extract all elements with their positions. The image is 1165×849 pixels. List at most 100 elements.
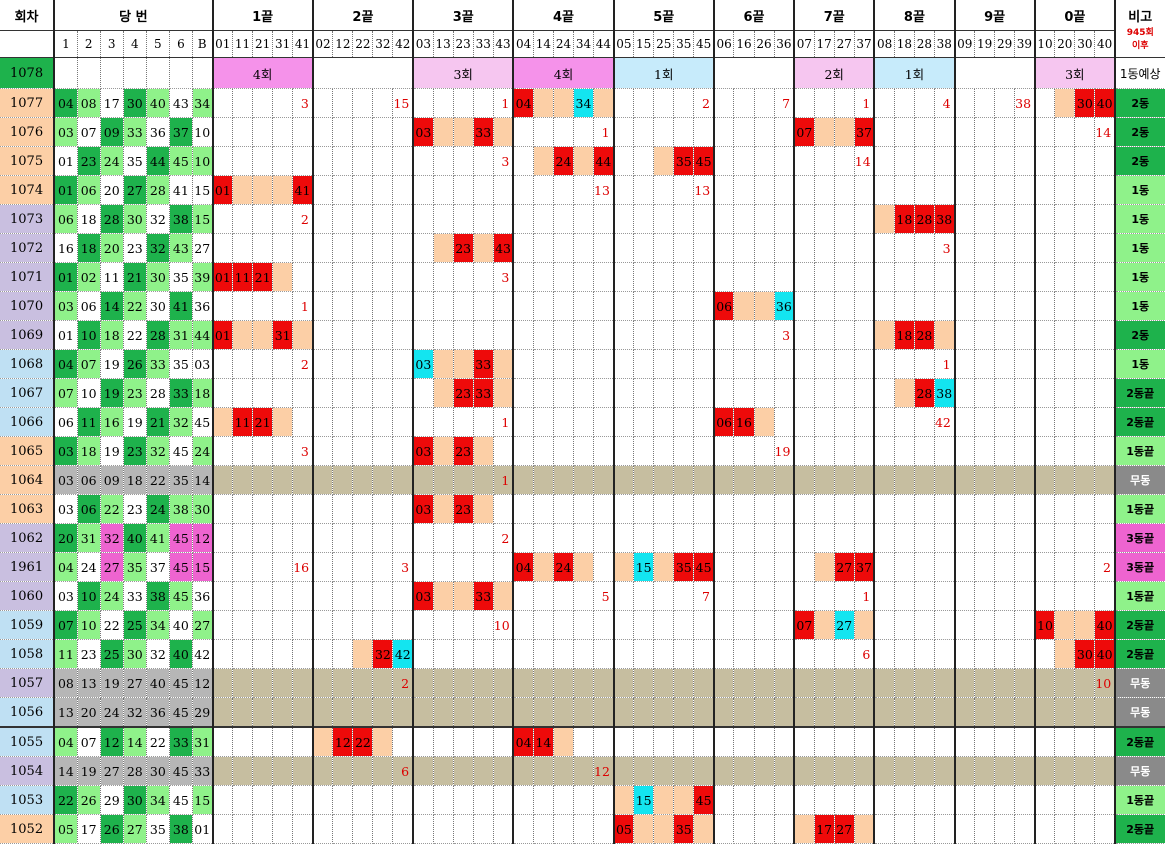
grid-cell xyxy=(713,552,735,582)
grid-cell xyxy=(1074,494,1096,524)
grid-cell xyxy=(372,697,394,728)
grid-cell xyxy=(372,378,394,408)
grid-cell xyxy=(894,233,915,263)
grid-cell xyxy=(854,320,876,350)
ball-cell xyxy=(192,57,214,89)
drawn-number: 45 xyxy=(169,523,193,553)
grid-cell xyxy=(1054,320,1076,350)
grid-cell xyxy=(1054,610,1076,640)
round-cell: 1072 xyxy=(0,233,56,263)
grid-cell xyxy=(252,291,274,321)
grid-cell xyxy=(312,726,334,757)
num-col-header: 26 xyxy=(754,30,775,58)
num-col-header: 22 xyxy=(352,30,374,58)
grid-cell xyxy=(774,552,796,582)
grid-cell xyxy=(453,756,474,786)
draw-header: 당 번 xyxy=(54,0,214,31)
grid-cell xyxy=(673,436,695,466)
grid-cell xyxy=(453,726,474,757)
drawn-number: 22 xyxy=(100,494,124,524)
grid-cell xyxy=(774,494,796,524)
grid-cell xyxy=(332,349,354,379)
grid-cell xyxy=(1094,523,1116,553)
hit-number: 06 xyxy=(713,291,735,321)
grid-cell xyxy=(754,494,775,524)
grid-cell xyxy=(834,117,855,147)
grid-cell xyxy=(553,697,574,728)
drawn-number: 30 xyxy=(123,204,147,234)
grid-cell xyxy=(613,756,635,786)
grid-cell xyxy=(914,465,935,495)
grid-cell xyxy=(874,465,895,495)
round-cell: 1076 xyxy=(0,117,56,147)
drawn-number: 12 xyxy=(192,523,214,553)
hit-number: 18 xyxy=(894,204,915,234)
grid-cell xyxy=(1034,146,1056,176)
grid-cell xyxy=(954,726,976,757)
grid-cell xyxy=(212,349,234,379)
grid-cell xyxy=(553,756,574,786)
grid-cell xyxy=(713,378,735,408)
grid-cell xyxy=(312,785,334,815)
drawn-number: 41 xyxy=(146,523,170,553)
grid-cell xyxy=(252,146,274,176)
grid-cell xyxy=(453,552,474,582)
grid-cell xyxy=(372,88,394,118)
grid-cell xyxy=(372,204,394,234)
grid-cell xyxy=(252,756,274,786)
hit-number: 45 xyxy=(693,146,715,176)
grid-cell xyxy=(814,697,835,728)
grid-cell xyxy=(854,291,876,321)
grid-cell xyxy=(212,233,234,263)
grid-cell xyxy=(212,610,234,640)
note-cell: 2동끝 xyxy=(1113,639,1165,669)
grid-cell xyxy=(352,407,374,437)
num-col-header: 34 xyxy=(573,30,595,58)
grid-cell xyxy=(894,88,915,118)
grid-cell xyxy=(834,465,855,495)
forecast-band-9 xyxy=(954,57,1036,89)
grid-cell xyxy=(794,233,815,263)
grid-cell xyxy=(453,262,474,292)
grid-cell xyxy=(1074,465,1096,495)
grid-cell xyxy=(934,262,956,292)
drawn-number: 30 xyxy=(123,88,147,118)
ball-col-header: B xyxy=(192,30,214,58)
grid-cell xyxy=(312,204,334,234)
grid-cell xyxy=(433,785,454,815)
grid-cell xyxy=(653,726,675,757)
drawn-number: 11 xyxy=(54,639,78,669)
grid-cell xyxy=(934,610,956,640)
drawn-number: 32 xyxy=(146,233,170,263)
round-cell: 1065 xyxy=(0,436,56,466)
grid-cell xyxy=(1054,262,1076,292)
grid-cell xyxy=(834,581,855,611)
grid-cell xyxy=(513,785,534,815)
grid-cell xyxy=(272,204,294,234)
drawn-number: 06 xyxy=(54,407,78,437)
drawn-number: 18 xyxy=(77,436,101,466)
drawn-number: 33 xyxy=(169,378,193,408)
grid-cell xyxy=(352,785,374,815)
grid-cell xyxy=(232,320,254,350)
hit-number: 40 xyxy=(1094,639,1116,669)
grid-cell xyxy=(1054,117,1076,147)
grid-cell xyxy=(914,291,935,321)
grid-cell xyxy=(754,581,775,611)
grid-cell xyxy=(212,146,234,176)
note-cell: 무동 xyxy=(1113,756,1165,786)
gap-count: 2 xyxy=(292,204,314,234)
drawn-number: 29 xyxy=(192,697,214,728)
drawn-number: 29 xyxy=(100,785,124,815)
grid-cell xyxy=(392,378,415,408)
grid-cell xyxy=(774,610,796,640)
grid-cell xyxy=(754,668,775,698)
drawn-number: 23 xyxy=(123,233,147,263)
grid-cell xyxy=(713,320,735,350)
grid-cell xyxy=(433,436,454,466)
drawn-number: 27 xyxy=(123,814,147,844)
grid-cell xyxy=(473,639,494,669)
grid-cell xyxy=(974,320,996,350)
grid-cell xyxy=(1054,581,1076,611)
drawn-number: 26 xyxy=(77,785,101,815)
